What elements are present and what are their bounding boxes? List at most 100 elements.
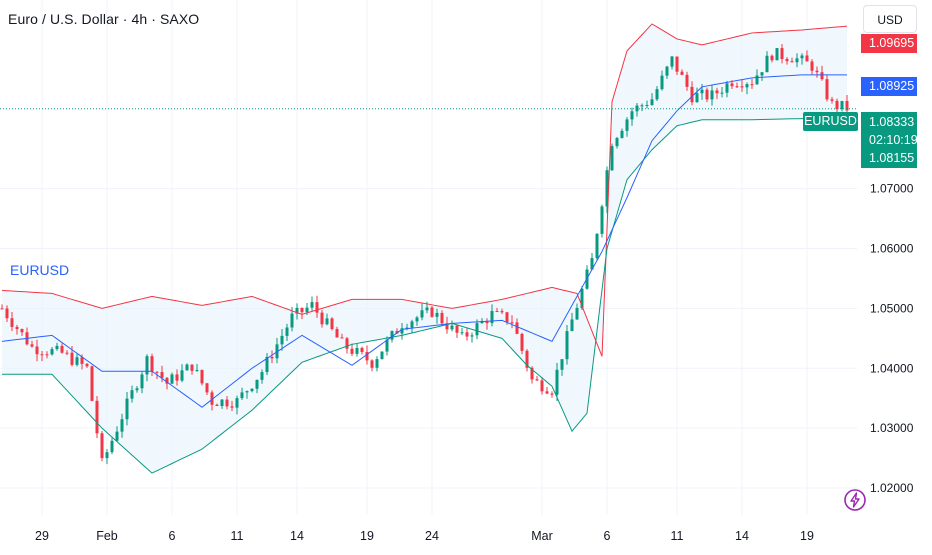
candle-body: [735, 86, 739, 88]
bollinger-band-fill: [2, 23, 847, 474]
candle-body: [695, 93, 699, 103]
candle-body: [825, 79, 829, 100]
lightning-icon[interactable]: [843, 488, 867, 512]
last-price-tag: 1.08333 02:10:19 1.08155: [861, 112, 918, 168]
candle-body: [600, 206, 604, 234]
candle-body: [670, 56, 674, 67]
candle-body: [305, 307, 309, 313]
candle-body: [0, 308, 4, 310]
x-axis-tick-label: Mar: [531, 529, 553, 543]
candle-body: [230, 406, 234, 408]
candle-body: [840, 100, 844, 110]
x-axis-tick-label: 6: [604, 529, 611, 543]
candle-body: [565, 331, 569, 360]
candle-body: [190, 364, 194, 371]
candle-body: [285, 327, 289, 336]
y-axis-tick-label: 1.04000: [870, 361, 914, 375]
candle-body: [525, 350, 529, 368]
candle-body: [690, 86, 694, 103]
candle-body: [665, 66, 669, 76]
candle-body: [95, 400, 99, 434]
candle-body: [605, 170, 609, 207]
candle-body: [200, 369, 204, 384]
candle-body: [785, 58, 789, 62]
candle-body: [360, 347, 364, 352]
middle-band-price-tag: 1.08925: [861, 77, 917, 96]
candle-body: [165, 377, 169, 384]
candle-body: [80, 357, 84, 364]
candle-body: [655, 89, 659, 100]
candle-body: [120, 419, 124, 432]
candle-body: [770, 55, 774, 61]
candle-body: [685, 74, 689, 87]
candle-body: [90, 366, 94, 401]
candle-body: [560, 359, 564, 370]
candle-body: [160, 372, 164, 378]
candle-body: [720, 92, 724, 94]
candle-body: [440, 312, 444, 324]
candle-body: [310, 302, 314, 308]
chart-title: Euro / U.S. Dollar · 4h · SAXO: [8, 11, 200, 27]
candle-body: [515, 322, 519, 334]
y-axis-tick-label: 1.03000: [870, 421, 914, 435]
candle-body: [385, 339, 389, 352]
candle-body: [710, 90, 714, 100]
candle-body: [415, 317, 419, 322]
lower-band-price-value: 1.08155: [869, 151, 915, 165]
candle-body: [110, 440, 114, 453]
bollinger-upper-line: [1, 23, 848, 357]
candle-body: [615, 137, 619, 147]
candle-body: [760, 72, 764, 76]
candle-body: [10, 318, 14, 327]
candle-body: [815, 70, 819, 73]
candle-body: [375, 359, 379, 368]
candle-body: [620, 130, 624, 138]
candle-body: [510, 322, 514, 324]
x-axis-tick-label: 19: [360, 529, 374, 543]
candle-body: [750, 84, 754, 86]
candle-body: [505, 312, 509, 323]
candle-body: [380, 351, 384, 360]
bollinger-lower-line: [2, 118, 848, 474]
candle-body: [725, 83, 729, 93]
candle-body: [180, 370, 184, 381]
candle-body: [680, 71, 684, 75]
candle-body: [430, 307, 434, 317]
candle-body: [700, 89, 704, 94]
candle-body: [540, 380, 544, 392]
candle-body: [450, 325, 454, 330]
candle-body: [835, 100, 839, 110]
candle-body: [595, 233, 599, 259]
x-axis-tick-label: 29: [35, 529, 49, 543]
candle-body: [550, 393, 554, 395]
candle-body: [60, 345, 64, 353]
currency-button[interactable]: USD: [863, 5, 917, 33]
candle-body: [175, 374, 179, 381]
candle-body: [630, 111, 634, 120]
x-axis-tick-label: Feb: [96, 529, 118, 543]
candle-body: [355, 347, 359, 354]
candle-body: [20, 329, 24, 333]
candle-body: [460, 332, 464, 334]
candle-body: [125, 398, 129, 420]
candle-body: [520, 333, 524, 351]
x-axis-tick-label: 11: [671, 529, 684, 543]
candle-body: [215, 404, 219, 407]
candle-body: [590, 258, 594, 270]
candle-body: [150, 356, 154, 372]
candle-body: [45, 354, 49, 356]
candle-body: [315, 302, 319, 313]
x-axis-tick-label: 6: [169, 529, 176, 543]
candle-body: [50, 349, 54, 355]
symbol-price-tag: EURUSD: [803, 112, 858, 131]
bar-countdown: 02:10:19: [869, 133, 918, 147]
candle-body: [5, 308, 9, 319]
candle-body: [170, 374, 174, 384]
candle-body: [220, 399, 224, 407]
candle-body: [570, 319, 574, 332]
candle-body: [400, 328, 404, 334]
candle-body: [795, 58, 799, 63]
candle-body: [70, 352, 74, 365]
